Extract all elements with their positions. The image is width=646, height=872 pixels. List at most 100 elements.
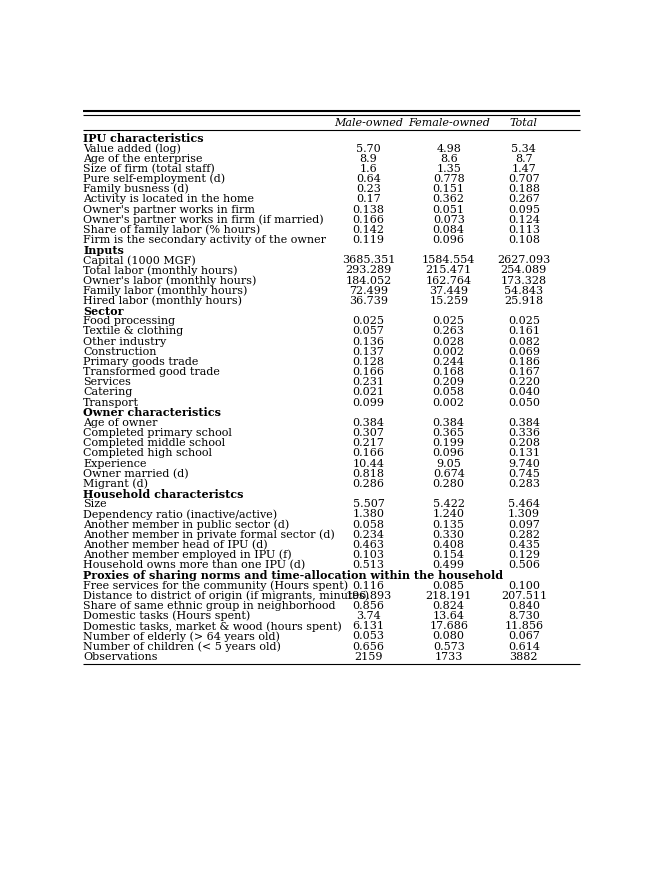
Text: 0.188: 0.188: [508, 184, 540, 194]
Text: Domestic tasks (Hours spent): Domestic tasks (Hours spent): [83, 610, 251, 622]
Text: 3.74: 3.74: [356, 611, 381, 621]
Text: 0.840: 0.840: [508, 601, 540, 611]
Text: 0.23: 0.23: [356, 184, 381, 194]
Text: 8.730: 8.730: [508, 611, 540, 621]
Text: 3882: 3882: [510, 651, 538, 662]
Text: Female-owned: Female-owned: [408, 118, 490, 128]
Text: 0.244: 0.244: [433, 357, 464, 367]
Text: 0.025: 0.025: [433, 317, 464, 326]
Text: 0.286: 0.286: [353, 479, 384, 489]
Text: 15.259: 15.259: [429, 296, 468, 306]
Text: 6.131: 6.131: [353, 621, 384, 631]
Text: 0.384: 0.384: [353, 418, 384, 428]
Text: 0.614: 0.614: [508, 642, 540, 651]
Text: Size of firm (total staff): Size of firm (total staff): [83, 164, 215, 174]
Text: 0.283: 0.283: [508, 479, 540, 489]
Text: 1733: 1733: [435, 651, 463, 662]
Text: 0.119: 0.119: [353, 235, 384, 245]
Text: Male-owned: Male-owned: [334, 118, 403, 128]
Text: Another member in private formal sector (d): Another member in private formal sector …: [83, 529, 335, 540]
Text: 0.082: 0.082: [508, 337, 540, 347]
Text: 0.231: 0.231: [353, 378, 384, 387]
Text: 0.021: 0.021: [353, 387, 384, 398]
Text: Dependency ratio (inactive/active): Dependency ratio (inactive/active): [83, 509, 277, 520]
Text: 0.084: 0.084: [433, 225, 464, 235]
Text: 0.151: 0.151: [433, 184, 464, 194]
Text: 0.267: 0.267: [508, 194, 540, 204]
Text: 0.073: 0.073: [433, 215, 464, 225]
Text: Activity is located in the home: Activity is located in the home: [83, 194, 255, 204]
Text: Catering: Catering: [83, 387, 132, 398]
Text: 0.234: 0.234: [353, 530, 384, 540]
Text: 5.70: 5.70: [356, 144, 381, 153]
Text: 254.089: 254.089: [501, 265, 547, 276]
Text: 0.135: 0.135: [433, 520, 464, 529]
Text: 2627.093: 2627.093: [497, 255, 550, 265]
Text: Services: Services: [83, 378, 131, 387]
Text: 0.095: 0.095: [508, 205, 540, 215]
Text: 0.040: 0.040: [508, 387, 540, 398]
Text: Completed primary school: Completed primary school: [83, 428, 232, 438]
Text: Completed middle school: Completed middle school: [83, 439, 225, 448]
Text: 218.191: 218.191: [426, 590, 472, 601]
Text: 1.6: 1.6: [360, 164, 377, 174]
Text: Proxies of sharing norms and time-allocation within the household: Proxies of sharing norms and time-alloca…: [83, 570, 503, 581]
Text: 0.64: 0.64: [356, 174, 381, 184]
Text: 0.573: 0.573: [433, 642, 464, 651]
Text: Owner's labor (monthly hours): Owner's labor (monthly hours): [83, 276, 256, 286]
Text: Another member head of IPU (d): Another member head of IPU (d): [83, 540, 268, 550]
Text: 162.764: 162.764: [426, 276, 472, 286]
Text: 0.745: 0.745: [508, 469, 540, 479]
Text: 207.511: 207.511: [501, 590, 547, 601]
Text: Construction: Construction: [83, 347, 157, 357]
Text: Experience: Experience: [83, 459, 147, 468]
Text: 1584.554: 1584.554: [422, 255, 475, 265]
Text: 5.422: 5.422: [433, 500, 464, 509]
Text: 0.161: 0.161: [508, 326, 540, 337]
Text: 0.707: 0.707: [508, 174, 539, 184]
Text: Observations: Observations: [83, 651, 158, 662]
Text: 1.380: 1.380: [353, 509, 384, 520]
Text: 0.025: 0.025: [508, 317, 540, 326]
Text: 11.856: 11.856: [505, 621, 543, 631]
Text: Primary goods trade: Primary goods trade: [83, 357, 198, 367]
Text: Owner's partner works in firm: Owner's partner works in firm: [83, 205, 255, 215]
Text: 0.051: 0.051: [433, 205, 464, 215]
Text: 9.740: 9.740: [508, 459, 540, 468]
Text: Sector: Sector: [83, 306, 124, 317]
Text: 0.778: 0.778: [433, 174, 464, 184]
Text: 0.002: 0.002: [433, 398, 464, 407]
Text: Transformed good trade: Transformed good trade: [83, 367, 220, 377]
Text: 0.435: 0.435: [508, 540, 540, 550]
Text: 8.6: 8.6: [440, 153, 457, 164]
Text: 0.167: 0.167: [508, 367, 540, 377]
Text: 0.365: 0.365: [433, 428, 464, 438]
Text: 0.209: 0.209: [433, 378, 464, 387]
Text: 0.067: 0.067: [508, 631, 540, 642]
Text: Capital (1000 MGF): Capital (1000 MGF): [83, 255, 196, 266]
Text: 1.47: 1.47: [512, 164, 536, 174]
Text: 0.154: 0.154: [433, 550, 464, 560]
Text: 4.98: 4.98: [436, 144, 461, 153]
Text: 0.330: 0.330: [433, 530, 464, 540]
Text: IPU characteristics: IPU characteristics: [83, 133, 204, 144]
Text: Completed high school: Completed high school: [83, 448, 213, 459]
Text: Other industry: Other industry: [83, 337, 167, 347]
Text: 0.124: 0.124: [508, 215, 540, 225]
Text: 173.328: 173.328: [501, 276, 547, 286]
Text: 0.17: 0.17: [356, 194, 381, 204]
Text: 25.918: 25.918: [505, 296, 543, 306]
Text: 8.7: 8.7: [515, 153, 533, 164]
Text: 5.507: 5.507: [353, 500, 384, 509]
Text: 5.34: 5.34: [512, 144, 536, 153]
Text: 0.096: 0.096: [433, 448, 464, 459]
Text: Family labor (monthly hours): Family labor (monthly hours): [83, 285, 247, 296]
Text: Owner married (d): Owner married (d): [83, 468, 189, 479]
Text: 1.240: 1.240: [433, 509, 464, 520]
Text: 0.100: 0.100: [508, 581, 540, 590]
Text: 0.002: 0.002: [433, 347, 464, 357]
Text: 0.362: 0.362: [433, 194, 464, 204]
Text: Number of elderly (> 64 years old): Number of elderly (> 64 years old): [83, 631, 280, 642]
Text: Total: Total: [510, 118, 537, 128]
Text: 0.097: 0.097: [508, 520, 540, 529]
